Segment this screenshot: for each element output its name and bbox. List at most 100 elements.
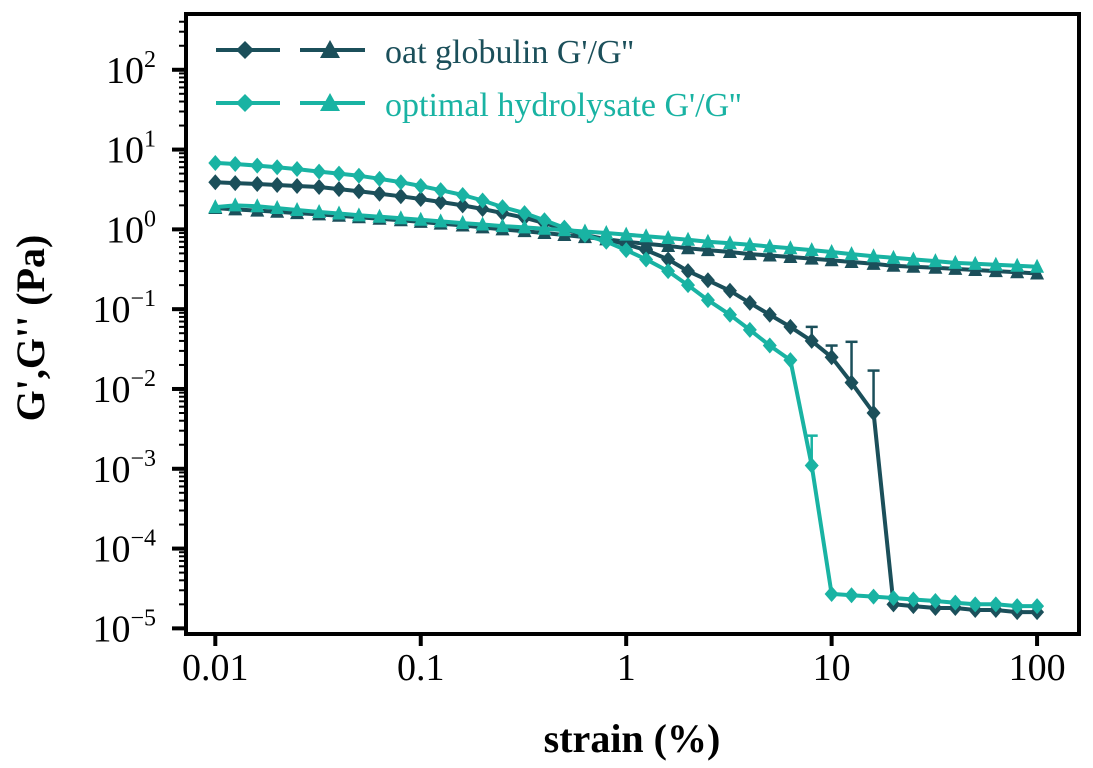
data-point-triangle xyxy=(824,244,839,259)
data-point-diamond xyxy=(312,178,327,195)
data-point-diamond xyxy=(681,263,696,280)
data-point-triangle xyxy=(433,213,448,228)
y-tick-label: 10−2 xyxy=(92,366,156,411)
data-point-diamond xyxy=(393,188,408,205)
y-tick-base: 10 xyxy=(106,50,144,92)
y-tick-base: 10 xyxy=(92,449,130,491)
data-point-triangle xyxy=(599,225,614,240)
data-point-triangle xyxy=(783,249,798,264)
y-tick-exponent: −2 xyxy=(130,366,156,392)
data-point-diamond xyxy=(475,192,490,209)
legend-label-oat: oat globulin G'/G'' xyxy=(385,34,634,71)
data-point-diamond xyxy=(866,404,881,421)
data-point-triangle xyxy=(783,240,798,255)
data-point-diamond xyxy=(270,159,285,176)
x-tick-label: 0.1 xyxy=(397,647,445,689)
data-point-triangle xyxy=(475,216,490,231)
data-point-diamond xyxy=(455,186,470,203)
y-tick-exponent: 1 xyxy=(144,127,156,153)
y-tick-base: 10 xyxy=(92,608,130,650)
y-tick-label: 102 xyxy=(106,47,156,92)
data-point-diamond xyxy=(1010,598,1025,615)
data-point-triangle xyxy=(948,254,963,269)
data-point-diamond xyxy=(844,374,859,391)
data-point-triangle xyxy=(824,252,839,267)
data-point-triangle xyxy=(557,222,572,237)
data-point-triangle xyxy=(700,233,715,248)
x-axis-title: strain (%) xyxy=(544,716,721,761)
data-point-diamond xyxy=(1030,598,1045,615)
data-point-diamond xyxy=(413,191,428,208)
data-point-diamond xyxy=(290,177,305,194)
y-tick-base: 10 xyxy=(92,529,130,571)
y-tick-exponent: −3 xyxy=(130,446,156,472)
data-point-diamond xyxy=(722,282,737,299)
legend-hydro-diamond-marker xyxy=(236,94,254,112)
y-tick-base: 10 xyxy=(92,289,130,331)
data-point-diamond xyxy=(351,183,366,200)
data-point-triangle xyxy=(742,246,757,261)
data-point-triangle xyxy=(393,210,408,225)
data-point-diamond xyxy=(762,306,777,323)
legend-oat-triangle-marker xyxy=(320,40,340,58)
data-point-diamond xyxy=(661,263,676,280)
tick-layer: 0.01 0.1 1 10 10010210110010−110−210−310−410… xyxy=(92,20,1066,689)
data-point-diamond xyxy=(988,596,1003,613)
data-point-triangle xyxy=(495,218,510,233)
data-point-triangle xyxy=(762,238,777,253)
data-point-diamond xyxy=(681,277,696,294)
data-point-diamond xyxy=(619,242,634,259)
data-point-diamond xyxy=(208,174,223,191)
data-point-triangle xyxy=(866,255,881,270)
legend-entry-hydrolysate: optimal hydrolysate G'/G'' xyxy=(216,87,741,124)
data-point-triangle xyxy=(661,237,676,252)
y-tick-exponent: −1 xyxy=(130,286,156,312)
data-point-triangle xyxy=(351,207,366,222)
x-tick-label: 0.01 xyxy=(182,647,249,689)
data-point-diamond xyxy=(886,590,901,607)
data-point-diamond xyxy=(968,596,983,613)
y-tick-label: 10−5 xyxy=(92,605,156,650)
data-point-triangle xyxy=(413,211,428,226)
data-point-triangle xyxy=(804,242,819,257)
data-point-triangle xyxy=(968,255,983,270)
data-point-diamond xyxy=(290,161,305,178)
data-point-diamond xyxy=(866,588,881,605)
data-point-diamond xyxy=(783,352,798,369)
data-point-diamond xyxy=(742,294,757,311)
data-point-triangle xyxy=(455,215,470,230)
plot-frame xyxy=(184,12,1081,636)
data-point-triangle xyxy=(312,204,327,219)
y-tick-label: 10−1 xyxy=(92,286,156,331)
data-point-triangle xyxy=(681,231,696,246)
data-point-diamond xyxy=(783,318,798,335)
data-point-diamond xyxy=(250,176,265,193)
data-point-triangle xyxy=(866,248,881,263)
legend-hydro-triangle-marker xyxy=(320,93,340,111)
y-tick-base: 10 xyxy=(92,369,130,411)
data-point-diamond xyxy=(228,155,243,172)
x-tick-label: 10 xyxy=(813,647,851,689)
data-point-triangle xyxy=(722,235,737,250)
data-point-triangle xyxy=(928,253,943,268)
data-point-triangle xyxy=(639,228,654,243)
data-point-diamond xyxy=(270,176,285,193)
y-tick-exponent: −4 xyxy=(130,526,156,552)
data-point-diamond xyxy=(208,154,223,171)
data-point-triangle xyxy=(661,229,676,244)
data-point-diamond xyxy=(762,337,777,354)
data-point-triangle xyxy=(1030,258,1045,273)
data-point-triangle xyxy=(619,226,634,241)
data-point-diamond xyxy=(824,585,839,602)
data-point-diamond xyxy=(804,457,819,474)
y-tick-label: 101 xyxy=(106,127,156,172)
y-tick-exponent: −5 xyxy=(130,605,156,631)
y-tick-exponent: 2 xyxy=(144,47,156,73)
data-point-triangle xyxy=(577,223,592,238)
legend-label-hydrolysate: optimal hydrolysate G'/G'' xyxy=(385,87,741,124)
data-point-triangle xyxy=(208,199,223,214)
y-tick-base: 10 xyxy=(106,130,144,172)
y-tick-label: 100 xyxy=(106,206,156,251)
data-point-triangle xyxy=(372,208,387,223)
data-point-triangle xyxy=(700,242,715,257)
